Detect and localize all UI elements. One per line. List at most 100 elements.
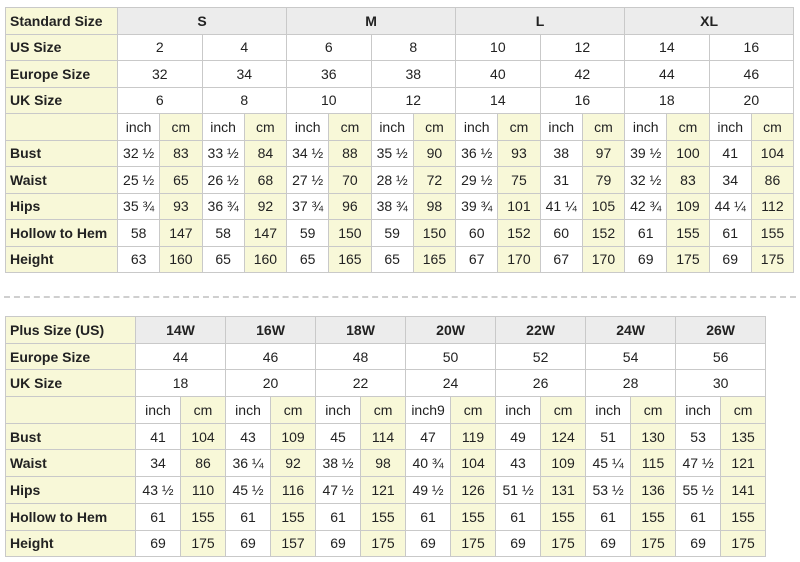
measurement-value: 43 ½ xyxy=(135,476,181,504)
unit-label: inch xyxy=(455,113,499,141)
measurement-label: Height xyxy=(5,529,136,558)
measurement-value: 175 xyxy=(666,245,710,273)
measurement-value: 42 ¾ xyxy=(624,192,668,220)
measurement-row: Hips 43 ½ 110 45 ½ 116 47 ½ 121 49 ½ 126 51 ½ 131 5… xyxy=(5,476,767,504)
unit-label: inch xyxy=(708,113,752,141)
measurement-value: 58 xyxy=(201,219,245,247)
measurement-value: 69 xyxy=(585,529,632,558)
measurement-value: 32 ½ xyxy=(116,139,161,167)
unit-label: inch xyxy=(201,113,245,141)
measurement-value: 131 xyxy=(540,476,587,504)
measurement-label: Hollow to Hem xyxy=(5,219,118,247)
measurement-value: 104 xyxy=(179,422,227,451)
size-group-header-row: Standard Size S M L XL xyxy=(5,7,795,35)
measurement-value: 45 xyxy=(315,422,362,451)
measurement-value: 114 xyxy=(360,422,407,451)
size-value: 2 xyxy=(117,33,203,61)
measurement-value: 175 xyxy=(720,529,767,558)
europe-size-row: Europe Size 44 46 48 50 52 54 56 xyxy=(5,342,767,371)
plus-size-header: 26W xyxy=(675,316,767,344)
measurement-row: Height 63 160 65 160 65 165 65 165 67 170 67 170 69 17… xyxy=(5,245,795,273)
size-group-header: M xyxy=(286,7,457,35)
measurement-value: 60 xyxy=(539,219,583,247)
measurement-value: 126 xyxy=(450,476,497,504)
unit-header-row: inch cm inch cm inch cm inch cm inch cm inch cm inch… xyxy=(5,113,795,141)
measurement-label: Hollow to Hem xyxy=(5,502,136,531)
size-value: 44 xyxy=(134,342,227,371)
size-value: 36 xyxy=(286,60,372,88)
measurement-value: 170 xyxy=(581,245,626,273)
measurement-value: 98 xyxy=(360,449,407,478)
plus-size-header-row: Plus Size (US) 14W 16W 18W 20W 22W 24W 26W xyxy=(5,316,767,344)
measurement-value: 155 xyxy=(720,502,767,531)
measurement-value: 147 xyxy=(159,219,203,247)
measurement-value: 69 xyxy=(135,529,181,558)
size-value: 12 xyxy=(370,86,457,114)
unit-label: inch xyxy=(135,396,181,424)
measurement-value: 155 xyxy=(750,219,795,247)
plus-size-header: 16W xyxy=(225,316,317,344)
measurement-value: 88 xyxy=(328,139,372,167)
measurement-value: 150 xyxy=(328,219,372,247)
measurement-value: 35 ½ xyxy=(370,139,414,167)
unit-label: cm xyxy=(497,113,541,141)
measurement-value: 104 xyxy=(750,139,795,167)
measurement-value: 45 ¼ xyxy=(585,449,632,478)
size-value: 54 xyxy=(585,342,677,371)
measurement-value: 49 ½ xyxy=(405,476,452,504)
uk-size-row: UK Size 6 8 10 12 14 16 18 20 xyxy=(5,86,795,114)
measurement-value: 40 ¾ xyxy=(405,449,452,478)
europe-size-row: Europe Size 32 34 36 38 40 42 44 46 xyxy=(5,60,795,88)
unit-label: cm xyxy=(243,113,288,141)
measurement-value: 155 xyxy=(179,502,227,531)
measurement-value: 65 xyxy=(201,245,245,273)
measurement-value: 69 xyxy=(675,529,722,558)
measurement-row: Hollow to Hem 58 147 58 147 59 150 59 150 60 152 60… xyxy=(5,219,795,247)
measurement-value: 61 xyxy=(315,502,362,531)
plus-size-header: 18W xyxy=(315,316,407,344)
measurement-label: Height xyxy=(5,245,118,273)
measurement-value: 41 xyxy=(135,422,181,451)
standard-size-label: Standard Size xyxy=(5,7,118,35)
size-value: 20 xyxy=(225,369,317,398)
measurement-value: 38 ½ xyxy=(315,449,362,478)
measurement-value: 36 ¼ xyxy=(225,449,272,478)
size-value: 28 xyxy=(585,369,677,398)
measurement-value: 110 xyxy=(179,476,227,504)
unit-label: inch xyxy=(116,113,161,141)
measurement-value: 84 xyxy=(243,139,288,167)
measurement-value: 39 ½ xyxy=(624,139,668,167)
measurement-value: 175 xyxy=(450,529,497,558)
measurement-value: 175 xyxy=(540,529,587,558)
measurement-value: 175 xyxy=(179,529,227,558)
size-value: 18 xyxy=(134,369,227,398)
unit-label: cm xyxy=(412,113,457,141)
unit-label: cm xyxy=(360,396,407,424)
plus-size-label: Plus Size (US) xyxy=(5,316,136,344)
measurement-value: 90 xyxy=(412,139,457,167)
unit-label: inch xyxy=(286,113,330,141)
measurement-value: 59 xyxy=(370,219,414,247)
measurement-value: 67 xyxy=(539,245,583,273)
measurement-value: 100 xyxy=(666,139,710,167)
unit-label: inch xyxy=(315,396,362,424)
measurement-value: 61 xyxy=(135,502,181,531)
unit-label: cm xyxy=(179,396,227,424)
unit-label: inch xyxy=(370,113,414,141)
size-value: 40 xyxy=(455,60,541,88)
unit-label: cm xyxy=(270,396,317,424)
measurement-value: 98 xyxy=(412,192,457,220)
plus-size-table: Plus Size (US) 14W 16W 18W 20W 22W 24W 26W Europ… xyxy=(5,316,767,558)
measurement-value: 93 xyxy=(497,139,541,167)
measurement-value: 155 xyxy=(270,502,317,531)
measurement-value: 105 xyxy=(581,192,626,220)
measurement-value: 61 xyxy=(495,502,542,531)
measurement-value: 47 xyxy=(405,422,452,451)
measurement-value: 155 xyxy=(666,219,710,247)
measurement-value: 86 xyxy=(179,449,227,478)
measurement-value: 155 xyxy=(450,502,497,531)
measurement-label: Hips xyxy=(5,192,118,220)
measurement-value: 41 xyxy=(708,139,752,167)
uk-size-row-label: UK Size xyxy=(5,86,118,114)
uk-size-row-label: UK Size xyxy=(5,369,136,398)
